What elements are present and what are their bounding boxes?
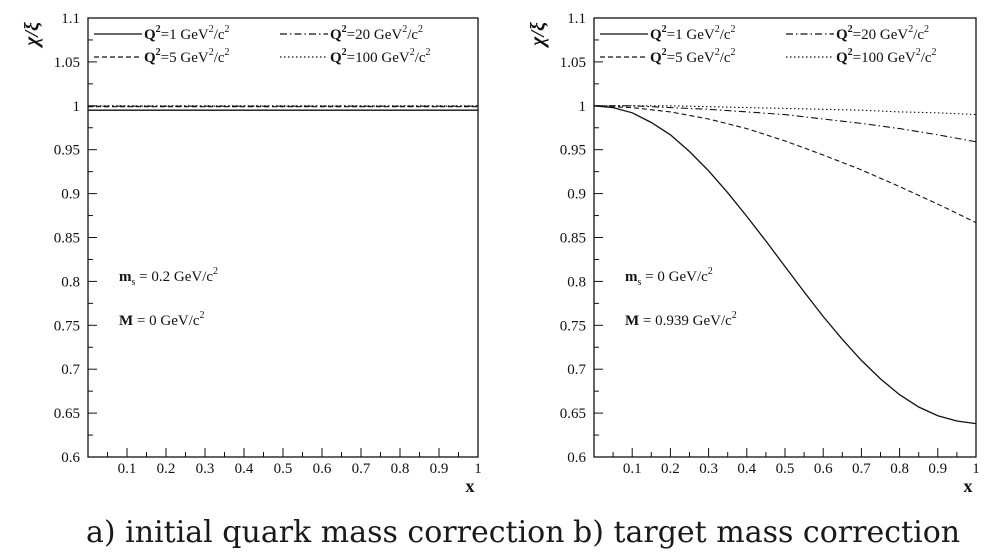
x-tick-label: 0.4 <box>235 461 254 477</box>
x-tick-label: 0.1 <box>623 461 642 477</box>
y-tick-label: 0.75 <box>560 318 586 334</box>
parameter-annotation: ms = 0 GeV/c2 <box>625 266 713 288</box>
y-tick-label: 0.6 <box>567 450 586 466</box>
y-tick-label: 0.6 <box>61 450 80 466</box>
y-tick-label: 0.9 <box>61 187 80 203</box>
y-tick-label: 0.8 <box>567 274 586 290</box>
y-tick-label: 1.05 <box>560 55 586 71</box>
x-tick-label: 0.7 <box>852 461 871 477</box>
x-tick-label: 0.2 <box>157 461 176 477</box>
x-axis-label: x <box>466 476 475 496</box>
y-tick-label: 1.1 <box>61 11 80 27</box>
y-tick-label: 0.95 <box>560 143 586 159</box>
series-line-dashdot <box>594 105 977 143</box>
x-tick-label: 0.6 <box>814 461 833 477</box>
y-tick-label: 0.8 <box>61 274 80 290</box>
parameter-annotation: M = 0.939 GeV/c2 <box>625 310 737 329</box>
x-tick-label: 0.8 <box>890 461 909 477</box>
x-axis-label: x <box>964 476 973 496</box>
caption-a: a) initial quark mass correction <box>86 515 565 550</box>
y-tick-label: 0.75 <box>54 318 80 334</box>
legend-entry: Q2=100 GeV2/c2 <box>330 47 431 66</box>
parameter-annotation: ms = 0.2 GeV/c2 <box>119 266 218 288</box>
x-tick-label: 0.5 <box>776 461 795 477</box>
x-tick-label: 0.3 <box>196 461 215 477</box>
parameter-annotation: M = 0 GeV/c2 <box>119 310 205 329</box>
legend-entry: Q2=20 GeV2/c2 <box>330 24 423 43</box>
legend-entry: Q2=1 GeV2/c2 <box>144 24 230 43</box>
y-tick-label: 1.05 <box>54 55 80 71</box>
x-tick-label: 0.6 <box>313 461 332 477</box>
y-axis-label: χ/ξ <box>527 22 549 49</box>
y-tick-label: 0.85 <box>560 231 586 247</box>
chart-panel-a: 0.6 0.65 0.7 0.75 0.8 0.85 0.9 0.95 1 1.05 1.1 0.1 0… <box>21 11 482 496</box>
y-axis-label: χ/ξ <box>21 22 43 49</box>
legend-entry: Q2=100 GeV2/c2 <box>836 47 937 66</box>
series-line-solid <box>593 105 977 425</box>
y-tick-label: 0.65 <box>560 406 586 422</box>
x-tick-label: 0.1 <box>118 461 137 477</box>
x-tick-label: 0.8 <box>391 461 410 477</box>
caption-b: b) target mass correction <box>573 515 961 550</box>
x-tick-label: 0.2 <box>661 461 680 477</box>
y-tick-label: 1 <box>73 99 81 115</box>
x-tick-label: 0.9 <box>928 461 947 477</box>
x-tick-label: 1 <box>972 461 980 477</box>
y-tick-label: 0.7 <box>61 362 80 378</box>
y-tick-label: 0.65 <box>54 406 80 422</box>
x-tick-label: 0.4 <box>737 461 756 477</box>
x-tick-label: 0.3 <box>699 461 718 477</box>
y-tick-label: 0.9 <box>567 187 586 203</box>
legend-entry: Q2=5 GeV2/c2 <box>144 47 230 66</box>
legend-entry: Q2=1 GeV2/c2 <box>650 24 736 43</box>
figure: 0.6 0.65 0.7 0.75 0.8 0.85 0.9 0.95 1 1.05 1.1 0.1 0… <box>21 11 980 496</box>
x-tick-label: 0.9 <box>430 461 449 477</box>
y-tick-label: 1 <box>579 99 587 115</box>
legend-entry: Q2=20 GeV2/c2 <box>836 24 929 43</box>
y-tick-label: 0.85 <box>54 231 80 247</box>
x-tick-label: 0.5 <box>274 461 293 477</box>
y-tick-label: 1.1 <box>567 11 586 27</box>
chart-panel-b: 0.6 0.65 0.7 0.75 0.8 0.85 0.9 0.95 1 1.05 1.1 0.1 0… <box>527 11 980 496</box>
x-tick-label: 0.7 <box>352 461 371 477</box>
y-tick-label: 0.7 <box>567 362 586 378</box>
y-tick-label: 0.95 <box>54 143 80 159</box>
x-tick-label: 1 <box>474 461 482 477</box>
legend-entry: Q2=5 GeV2/c2 <box>650 47 736 66</box>
plot-frame <box>87 17 479 458</box>
series-line-dashed <box>593 105 977 224</box>
plot-frame <box>593 17 977 458</box>
